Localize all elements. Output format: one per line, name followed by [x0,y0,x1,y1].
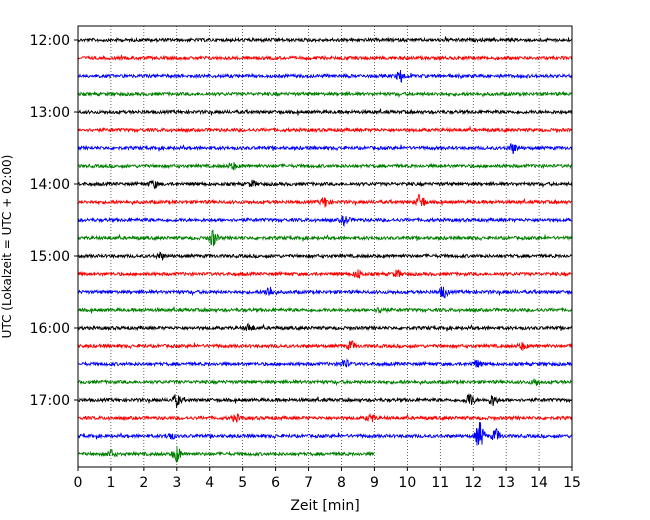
trace-1615 [77,340,573,351]
trace-1200 [77,36,573,44]
trace-1700 [77,393,573,409]
x-tick-label: 4 [205,475,214,491]
x-tick-label: 9 [370,475,379,491]
trace-1730 [77,422,573,446]
trace-1230 [77,69,573,83]
trace-1215 [77,54,573,62]
y-tick-label: 14:00 [30,177,70,193]
x-tick-label: 14 [530,475,548,491]
trace-1500 [77,251,573,262]
y-tick-label: 12:00 [30,33,70,49]
trace-1315 [77,125,573,134]
trace-1630 [77,358,573,368]
trace-1330 [77,143,573,154]
trace-1715 [77,412,573,423]
x-tick-label: 2 [139,475,148,491]
y-tick-label: 13:00 [30,105,70,121]
x-tick-label: 13 [497,475,515,491]
trace-1445 [77,229,573,247]
x-tick-label: 8 [337,475,346,491]
trace-1645 [77,378,573,387]
trace-1545 [77,306,573,314]
trace-1515 [77,269,573,279]
x-tick-label: 1 [106,475,115,491]
trace-1600 [77,322,573,332]
trace-1300 [77,108,573,116]
y-tick-label: 16:00 [30,321,70,337]
trace-1530 [77,286,573,299]
trace-1430 [77,215,573,228]
x-tick-label: 6 [271,475,280,491]
trace-1415 [77,193,573,208]
trace-1245 [77,90,573,99]
x-tick-label: 7 [304,475,313,491]
x-axis-label: Zeit [min] [290,498,359,514]
y-tick-label: 17:00 [30,393,70,409]
x-tick-label: 15 [563,475,581,491]
plot-frame [77,25,573,468]
x-tick-label: 11 [431,475,449,491]
y-axis-ticks: 12:00 13:00 14:00 15:00 16:00 17:00 [30,33,78,409]
x-tick-label: 10 [398,475,416,491]
trace-1400 [77,179,573,190]
x-axis-ticks: 0 1 2 3 4 5 6 7 8 9 10 11 12 13 14 15 [74,467,581,491]
trace-1745 [77,446,375,463]
trace-1345 [77,162,573,171]
x-tick-label: 3 [172,475,181,491]
x-tick-label: 12 [464,475,482,491]
x-tick-label: 5 [238,475,247,491]
y-axis-label: UTC (Lokalzeit = UTC + 02:00) [0,155,14,339]
seismogram-traces [77,36,573,463]
y-tick-label: 15:00 [30,249,70,265]
x-tick-label: 0 [74,475,83,491]
